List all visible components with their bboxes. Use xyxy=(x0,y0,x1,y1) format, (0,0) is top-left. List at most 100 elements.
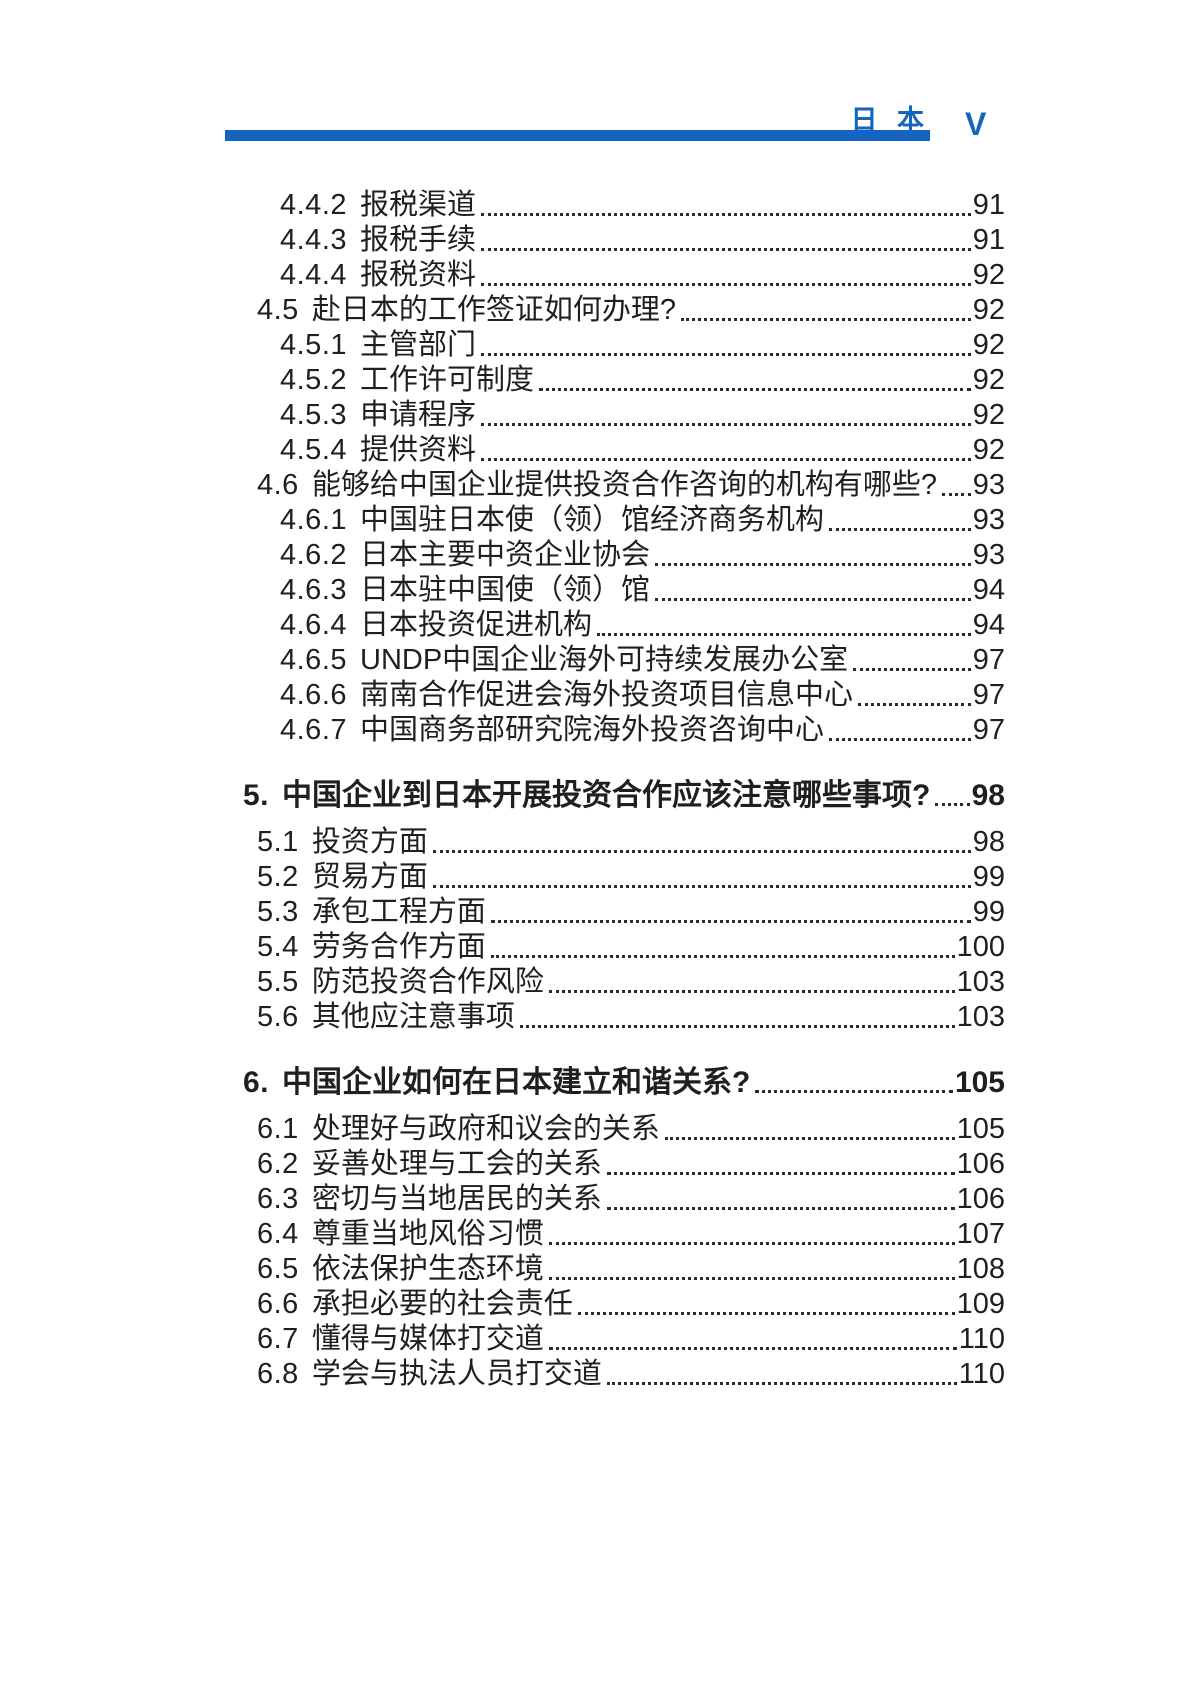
toc-dot-leader xyxy=(941,493,971,496)
toc-dot-leader xyxy=(577,1312,955,1315)
toc-entry: 5.5 防范投资合作风险 103 xyxy=(225,964,1005,999)
toc-entry-page: 108 xyxy=(956,1253,1005,1285)
toc-entry: 4.4.2 报税渠道 91 xyxy=(225,187,1005,222)
toc-entry-title: 日本投资促进机构 xyxy=(360,609,593,641)
toc-entry-title: 申请程序 xyxy=(360,399,477,431)
toc-dot-leader xyxy=(490,920,971,923)
toc-dot-leader xyxy=(481,353,971,356)
toc-entry-page: 92 xyxy=(972,399,1005,431)
toc-entry-title: 学会与执法人员打交道 xyxy=(311,1358,602,1390)
toc-entry-title: 报税渠道 xyxy=(360,189,477,221)
toc-entry-page: 92 xyxy=(972,364,1005,396)
toc-dot-leader xyxy=(481,248,971,251)
toc-entry: 4.6.6 南南合作促进会海外投资项目信息中心 97 xyxy=(225,677,1005,712)
toc-dot-leader xyxy=(858,703,971,706)
toc-entry-page: 94 xyxy=(972,609,1005,641)
toc-entry-page: 92 xyxy=(972,294,1005,326)
toc-entry: 5. 中国企业到日本开展投资合作应该注意哪些事项? 98 xyxy=(225,777,1005,812)
toc-entry: 4.4.4 报税资料 92 xyxy=(225,257,1005,292)
toc-entry-page: 97 xyxy=(972,714,1005,746)
toc-entry-title: 提供资料 xyxy=(360,434,477,466)
toc-dot-leader xyxy=(680,318,971,321)
toc-entry-page: 97 xyxy=(972,679,1005,711)
toc-entry-page: 100 xyxy=(956,931,1005,963)
toc-entry-page: 99 xyxy=(972,861,1005,893)
toc-entry-number: 4.4.2 xyxy=(280,189,347,221)
toc-entry-page: 91 xyxy=(972,189,1005,221)
toc-entry-title: 承担必要的社会责任 xyxy=(311,1288,573,1320)
toc-entry-number: 4.6.5 xyxy=(280,644,347,676)
toc-dot-leader xyxy=(755,1090,953,1093)
toc-dot-leader xyxy=(519,1025,955,1028)
toc-entry-number: 4.6 xyxy=(257,469,299,501)
toc-entry: 4.5.4 提供资料 92 xyxy=(225,432,1005,467)
toc-entry-title: 投资方面 xyxy=(311,826,428,858)
toc-entry-number: 4.6.1 xyxy=(280,504,347,536)
toc-entry-number: 4.6.3 xyxy=(280,574,347,606)
toc-entry: 4.5.3 申请程序 92 xyxy=(225,397,1005,432)
toc-entry-number: 5.2 xyxy=(257,861,299,893)
toc-entry-page: 93 xyxy=(972,504,1005,536)
toc-entry: 4.6.7 中国商务部研究院海外投资咨询中心 97 xyxy=(225,712,1005,747)
toc-entry-number: 6.4 xyxy=(257,1218,299,1250)
toc-entry-number: 4.5 xyxy=(257,294,299,326)
toc-entry-number: 6. xyxy=(243,1066,270,1099)
toc-entry-page: 109 xyxy=(956,1288,1005,1320)
toc-entry-title: 密切与当地居民的关系 xyxy=(311,1183,602,1215)
toc-entry-title: 能够给中国企业提供投资合作咨询的机构有哪些? xyxy=(311,469,937,501)
toc-entry: 5.6 其他应注意事项 103 xyxy=(225,999,1005,1034)
toc-entry-page: 105 xyxy=(956,1113,1005,1145)
toc-entry-title: 南南合作促进会海外投资项目信息中心 xyxy=(360,679,854,711)
toc-dot-leader xyxy=(432,885,971,888)
toc-entry: 5.4 劳务合作方面 100 xyxy=(225,929,1005,964)
page-number: V xyxy=(965,106,987,142)
toc-entry: 5.2 贸易方面 99 xyxy=(225,859,1005,894)
toc-entry-page: 106 xyxy=(956,1183,1005,1215)
toc-dot-leader xyxy=(597,633,971,636)
toc-entry-number: 6.1 xyxy=(257,1113,299,1145)
toc-dot-leader xyxy=(829,528,971,531)
toc-entry: 6.1 处理好与政府和议会的关系 105 xyxy=(225,1111,1005,1146)
toc-entry: 4.6.3 日本驻中国使（领）馆 94 xyxy=(225,572,1005,607)
toc-dot-leader xyxy=(481,458,971,461)
toc-entry-page: 93 xyxy=(972,539,1005,571)
toc-entry-number: 4.6.7 xyxy=(280,714,347,746)
toc-entry-page: 94 xyxy=(972,574,1005,606)
toc-entry-number: 4.5.4 xyxy=(280,434,347,466)
toc-entry-title: 处理好与政府和议会的关系 xyxy=(311,1113,660,1145)
toc-entry-page: 92 xyxy=(972,434,1005,466)
toc-entry: 6.3 密切与当地居民的关系 106 xyxy=(225,1181,1005,1216)
toc-entry-number: 5.5 xyxy=(257,966,299,998)
toc-entry-number: 4.6.4 xyxy=(280,609,347,641)
toc-entry-page: 97 xyxy=(972,644,1005,676)
toc-entry-title: 赴日本的工作签证如何办理? xyxy=(311,294,676,326)
toc-entry: 4.4.3 报税手续 91 xyxy=(225,222,1005,257)
toc-dot-leader xyxy=(481,283,971,286)
toc-entry-page: 98 xyxy=(972,826,1005,858)
toc-entry-page: 91 xyxy=(972,224,1005,256)
toc-dot-leader xyxy=(606,1382,957,1385)
toc-entry-page: 93 xyxy=(972,469,1005,501)
toc-entry-title: 其他应注意事项 xyxy=(311,1001,515,1033)
toc-entry-page: 99 xyxy=(972,896,1005,928)
toc-entry-number: 4.5.1 xyxy=(280,329,347,361)
toc-entry-title: 依法保护生态环境 xyxy=(311,1253,544,1285)
toc-dot-leader xyxy=(655,563,971,566)
toc-entry: 4.6 能够给中国企业提供投资合作咨询的机构有哪些? 93 xyxy=(225,467,1005,502)
toc-entry: 6. 中国企业如何在日本建立和谐关系? 105 xyxy=(225,1064,1005,1099)
toc-entry-number: 5.6 xyxy=(257,1001,299,1033)
toc-dot-leader xyxy=(548,1277,955,1280)
toc-entry-number: 6.3 xyxy=(257,1183,299,1215)
toc-dot-leader xyxy=(664,1137,955,1140)
toc-dot-leader xyxy=(655,598,971,601)
toc-entry-number: 4.4.3 xyxy=(280,224,347,256)
toc-dot-leader xyxy=(935,803,970,806)
header-rule xyxy=(225,130,930,141)
toc-entry-title: 日本主要中资企业协会 xyxy=(360,539,651,571)
toc-entry-number: 6.5 xyxy=(257,1253,299,1285)
toc-dot-leader xyxy=(606,1207,955,1210)
toc-entry: 6.6 承担必要的社会责任 109 xyxy=(225,1286,1005,1321)
toc-entry-title: 日本驻中国使（领）馆 xyxy=(360,574,651,606)
toc-entry-number: 5.3 xyxy=(257,896,299,928)
toc-dot-leader xyxy=(490,955,955,958)
